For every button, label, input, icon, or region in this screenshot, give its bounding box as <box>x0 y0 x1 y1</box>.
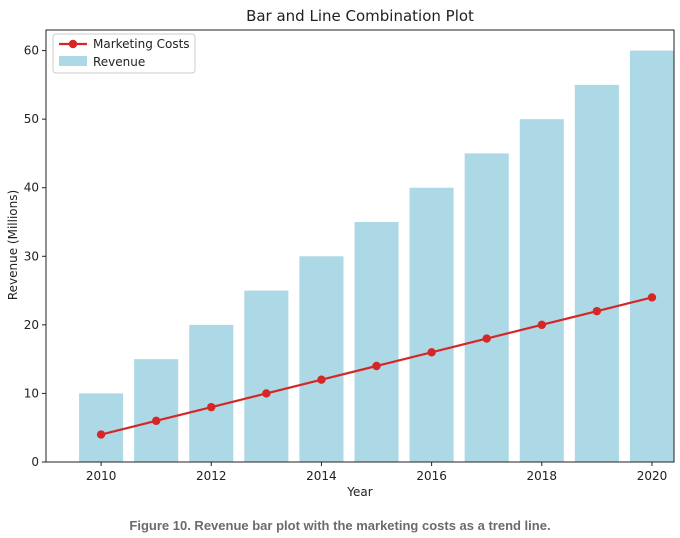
legend-label-revenue: Revenue <box>93 55 145 69</box>
legend: Marketing Costs Revenue <box>52 33 196 74</box>
marketing-point-2016 <box>427 348 436 357</box>
bar-2014 <box>299 256 344 462</box>
marketing-point-2014 <box>317 375 326 384</box>
bar-2011 <box>134 359 179 462</box>
marketing-point-2011 <box>151 416 161 426</box>
bar-2016 <box>409 187 454 462</box>
legend-label-marketing-costs: Marketing Costs <box>93 37 190 51</box>
x-tick-label-2010: 2010 <box>86 469 117 483</box>
y-tick-label-10: 10 <box>24 386 39 400</box>
bar-2010 <box>79 393 124 462</box>
bar-2020 <box>629 50 674 462</box>
legend-bar-swatch <box>59 56 87 66</box>
chart-svg: Bar and Line Combination Plot 0 10 20 30 40 5… <box>6 7 675 499</box>
y-tick-label-30: 30 <box>24 249 39 263</box>
y-tick-label-50: 50 <box>24 112 39 126</box>
marketing-point-2010 <box>96 430 106 439</box>
bar-2012 <box>189 324 234 462</box>
y-tick-label-0: 0 <box>31 455 39 469</box>
bar-2018 <box>519 119 564 463</box>
x-tick-label-2014: 2014 <box>306 469 337 483</box>
figure-caption: Figure 10. Revenue bar plot with the mar… <box>129 518 551 533</box>
line-layer <box>96 293 657 439</box>
x-tick-label-2020: 2020 <box>637 469 668 483</box>
marketing-point-2015 <box>372 361 381 371</box>
bar-2017 <box>464 153 509 462</box>
marketing-point-2012 <box>207 402 216 412</box>
marketing-point-2013 <box>262 389 271 398</box>
marketing-point-2019 <box>592 306 602 316</box>
y-tick-label-20: 20 <box>24 318 39 332</box>
x-tick-label-2016: 2016 <box>416 469 447 483</box>
y-tick-label-40: 40 <box>24 181 39 195</box>
legend-box <box>52 33 196 74</box>
bar-2019 <box>574 84 619 462</box>
plot-frame <box>45 29 675 463</box>
y-axis-label: Revenue (Millions) <box>6 190 20 300</box>
bars-layer <box>79 50 674 463</box>
x-tick-label-2018: 2018 <box>527 469 558 483</box>
marketing-point-2018 <box>537 320 546 330</box>
marketing-point-2020 <box>647 293 657 302</box>
x-axis-label: Year <box>346 485 372 499</box>
chart-title: Bar and Line Combination Plot <box>246 7 474 25</box>
x-tick-label-2012: 2012 <box>196 469 227 483</box>
bar-2015 <box>354 222 399 462</box>
bar-2013 <box>244 290 289 462</box>
legend-line-marker <box>68 39 78 49</box>
marketing-point-2017 <box>482 334 491 343</box>
chart-container: Bar and Line Combination Plot 0 10 20 30 40 5… <box>6 7 675 499</box>
y-tick-label-60: 60 <box>24 44 39 58</box>
axes-layer: 0 10 20 30 40 50 60 2010 2012 2014 2016 2018 2020 <box>24 29 675 483</box>
